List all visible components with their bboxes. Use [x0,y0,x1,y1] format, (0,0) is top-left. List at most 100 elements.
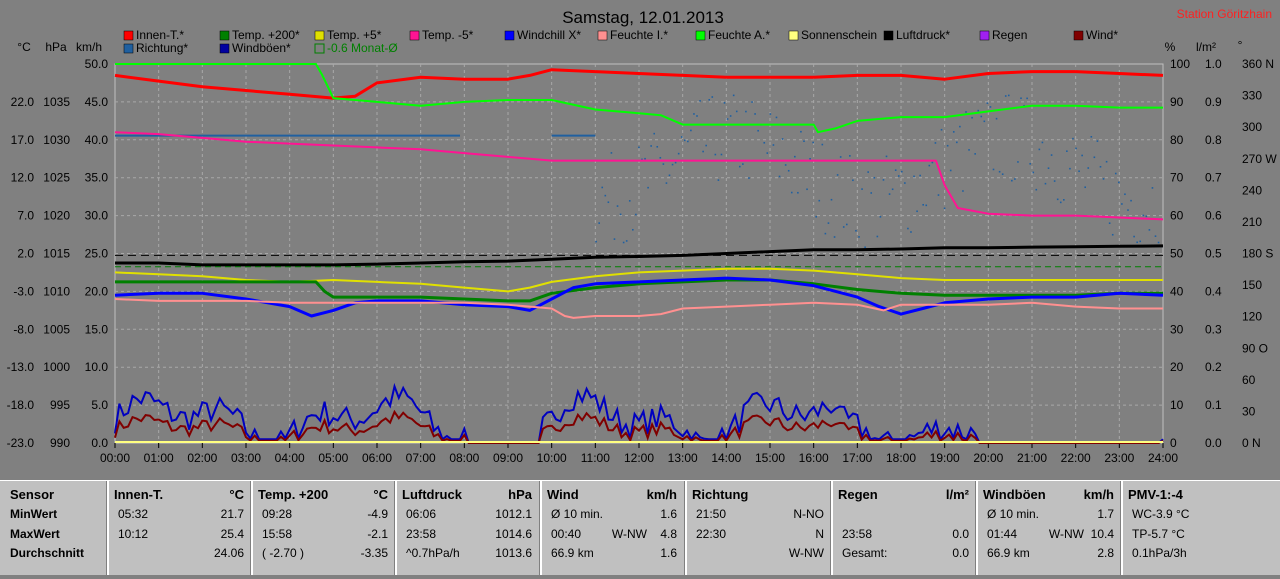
direction-point [726,118,729,120]
table-row: 66.9 km 2.8 [981,544,1120,564]
direction-point [781,138,784,140]
column-unit: hPa [508,487,532,502]
x-tick-label: 05:00 [318,451,348,465]
direction-point [708,98,711,101]
series-line [114,68,1164,100]
direction-point [1041,141,1044,144]
y-tick-rain: 0.7 [1205,171,1222,185]
column-separator [394,481,397,575]
direction-point [751,101,753,103]
direction-point [1118,181,1120,184]
x-tick-label: 11:00 [581,451,610,465]
direction-point [598,222,600,224]
direction-point [790,191,793,194]
direction-point [1111,233,1114,236]
direction-point [662,163,665,165]
y-tick-c: 2.0 [17,247,34,261]
y-tick-rain: 0.8 [1205,133,1222,147]
direction-point [852,179,854,182]
direction-point [1014,178,1016,180]
legend-label: Regen [992,28,1027,42]
direction-point [625,240,628,242]
direction-point [1151,187,1154,189]
y-tick-c: 22.0 [11,95,35,109]
summary-column: Innen-T. °C 05:32 21.7 10:12 25.4 24.06 [112,485,250,579]
y-tick-deg: 180 S [1242,247,1273,261]
x-tick-label: 06:00 [362,451,392,465]
legend-label: Temp. +5* [327,28,382,42]
cell-left: TP-5.7 °C [1132,526,1185,541]
series-line [115,63,1163,134]
cell-left: ( -2.70 ) [262,546,305,560]
y-tick-pct: 100 [1170,57,1190,71]
axis-units: °C hPa km/h% l/m² ° [17,38,1242,54]
y-tick-rain: 0.2 [1205,360,1222,374]
column-title: Wind [547,487,579,502]
column-unit: km/h [1083,487,1114,502]
direction-point [628,200,631,202]
direction-point [638,146,640,149]
direction-point [668,174,671,177]
table-row: Durchschnitt [8,544,106,564]
cell-left: 05:32 [118,507,149,521]
column-unit: °C [373,487,388,502]
table-row: Ø 10 min. 1.6 [545,505,683,525]
direction-point [897,175,900,177]
direction-point [674,161,677,164]
legend: Innen-T.* Temp. +200* Temp. +5* Temp. -5* Wi… [123,28,1118,55]
x-tick-label: 10:00 [537,451,567,465]
x-tick-label: 22:00 [1061,451,1091,465]
direction-point [809,157,811,160]
y-tick-pct: 30 [1170,322,1184,336]
y-tick-rain: 0.0 [1205,436,1222,450]
direction-point [946,144,949,147]
table-row: 0.1hPa/3h [1126,544,1276,564]
cell-left: 22:30 [696,526,727,541]
direction-point [986,102,989,104]
y-tick-pct: 10 [1170,398,1184,412]
legend-label: Feuchte I.* [610,28,668,42]
direction-point [723,102,726,104]
table-row: 66.9 km 1.6 [545,544,683,564]
direction-point [711,96,714,98]
direction-point [754,113,756,115]
y-tick-deg: 30 [1242,404,1256,418]
cell-value: -2.1 [367,526,388,541]
cell-value: N [815,526,824,541]
summary-table: Sensor MinWert MaxWert Durchschnitt Innen-T.… [0,480,1280,575]
direction-point [717,179,720,181]
column-header: Windböen km/h [981,485,1120,505]
direction-point [729,115,732,117]
summary-column: Wind km/h Ø 10 min. 1.6 00:40 W-NW 4.8 66.9 km 1… [545,485,683,579]
column-header: Richtung [690,485,830,505]
direction-point [1020,97,1022,100]
cell-left: WC-3.9 °C [1132,507,1190,521]
direction-point [665,182,668,184]
legend-swatch [695,30,706,41]
x-tick-label: 18:00 [886,451,916,465]
direction-point [855,229,857,232]
column-header: Innen-T. °C [112,485,250,505]
direction-point [1078,170,1080,173]
legend-label: Windböen* [232,41,291,55]
cell-value: 2.8 [1097,546,1114,560]
table-row: 23:58 0.0 [836,525,975,545]
y-tick-c: -3.0 [13,284,34,298]
direction-point [769,113,772,115]
direction-point [720,153,723,156]
x-tick-label: 23:00 [1104,451,1134,465]
table-row: Gesamt: 0.0 [836,544,975,564]
direction-point [1099,165,1102,168]
direction-point [635,213,637,216]
direction-point [1050,154,1053,156]
y-tick-c: -13.0 [7,360,35,374]
series-line [114,131,1164,221]
direction-point [683,139,686,142]
direction-point [949,169,952,172]
cell-value: W-NW [788,546,824,560]
x-tick-label: 09:00 [493,451,523,465]
table-row: 10:12 25.4 [112,525,250,545]
legend-label: Innen-T.* [136,28,184,42]
y-tick-deg: 270 W [1242,152,1277,166]
legend-swatch [123,30,134,41]
